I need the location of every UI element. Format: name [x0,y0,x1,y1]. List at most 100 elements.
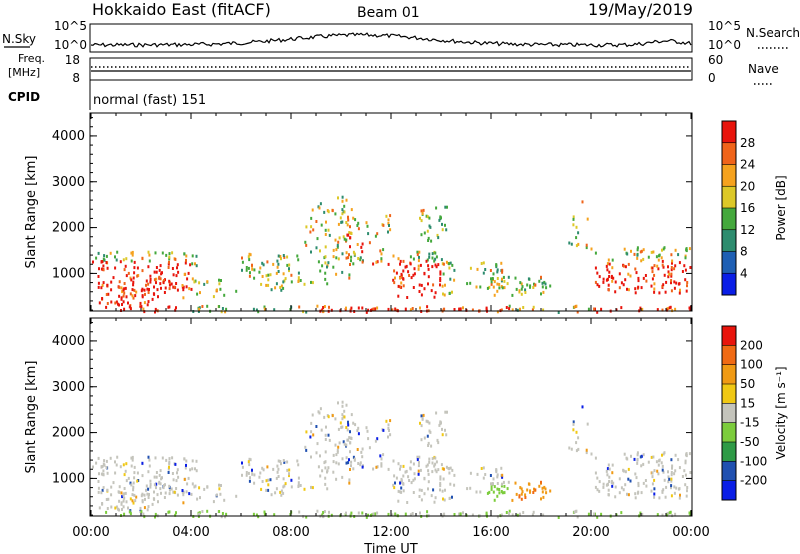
data-cell [670,279,673,283]
data-cell [290,273,293,277]
data-cell [545,286,548,290]
data-cell [611,463,614,467]
data-cell [689,471,692,474]
data-cell [136,274,139,278]
data-cell [350,259,352,263]
data-cell [419,468,422,472]
y-tick-label: 4000 [52,334,85,349]
data-cell [448,471,451,475]
data-cell [639,455,642,459]
data-cell [409,460,412,464]
data-cell [352,455,355,459]
data-cell [141,492,144,496]
data-cell [339,421,342,425]
data-cell [345,198,348,202]
data-cell [506,282,509,286]
data-cell [661,468,664,472]
data-cell [431,252,434,256]
data-cell [451,290,453,294]
data-cell [480,262,483,265]
data-cell [402,482,405,486]
data-cell [174,462,177,466]
data-cell [131,288,134,292]
data-cell [241,473,243,477]
data-cell [397,489,400,493]
data-cell [277,270,280,273]
data-cell [449,261,452,265]
data-cell [593,307,596,311]
data-cell [155,475,158,479]
data-cell [147,496,150,499]
data-cell [471,308,474,312]
data-cell [435,255,438,259]
data-cell [125,462,128,466]
data-cell [594,280,597,284]
data-cell [400,486,403,490]
data-cell [248,457,251,461]
colorbar-segment [722,273,736,296]
data-cell [502,480,505,484]
data-cell [508,304,511,308]
data-cell [198,306,201,310]
data-cell [327,228,330,232]
data-cell [136,266,139,270]
data-cell [110,300,113,304]
data-cell [496,482,499,485]
data-cell [305,225,308,229]
colorbar-tick-label: 8 [740,245,748,259]
data-cell [191,277,194,281]
data-cell [350,255,353,259]
data-cell [139,509,142,513]
data-cell [288,468,291,472]
data-cell [336,243,339,247]
data-cell [175,479,178,483]
data-cell [341,400,344,404]
data-cell [417,264,420,268]
data-cell [674,264,677,268]
data-cell [508,509,511,513]
data-cell [420,424,423,428]
data-cell [662,265,665,269]
data-cell [572,420,575,424]
data-cell [522,306,525,309]
data-cell [310,280,312,284]
data-cell [534,283,537,287]
data-cell [159,277,162,281]
data-cell [427,275,430,279]
data-cell [542,290,545,294]
data-cell [105,510,108,514]
data-cell [441,489,444,493]
data-cell [678,261,681,265]
data-cell [387,435,389,439]
data-cell [148,259,151,263]
data-cell [642,257,645,261]
data-cell [361,306,364,310]
data-cell [185,463,187,467]
data-cell [141,474,144,478]
data-cell [663,478,666,482]
data-cell [418,290,421,293]
data-cell [614,495,617,499]
colorbar-segment [722,164,736,187]
data-cell [316,237,319,241]
data-cell [265,274,268,278]
data-cell [451,263,454,267]
data-cell [170,282,173,286]
colorbar-tick-label: 100 [740,358,763,372]
colorbar-segment [722,229,736,252]
data-cell [141,256,144,260]
data-cell [320,223,323,227]
data-cell [218,282,221,286]
data-cell [684,473,687,477]
data-cell [122,493,125,497]
data-cell [511,293,514,297]
data-cell [365,426,368,430]
data-cell [500,279,503,283]
data-cell [673,267,676,271]
data-cell [423,231,426,235]
data-cell [185,254,188,258]
data-cell [123,487,126,490]
data-cell [296,459,299,463]
data-cell [439,272,442,276]
data-cell [651,475,654,479]
